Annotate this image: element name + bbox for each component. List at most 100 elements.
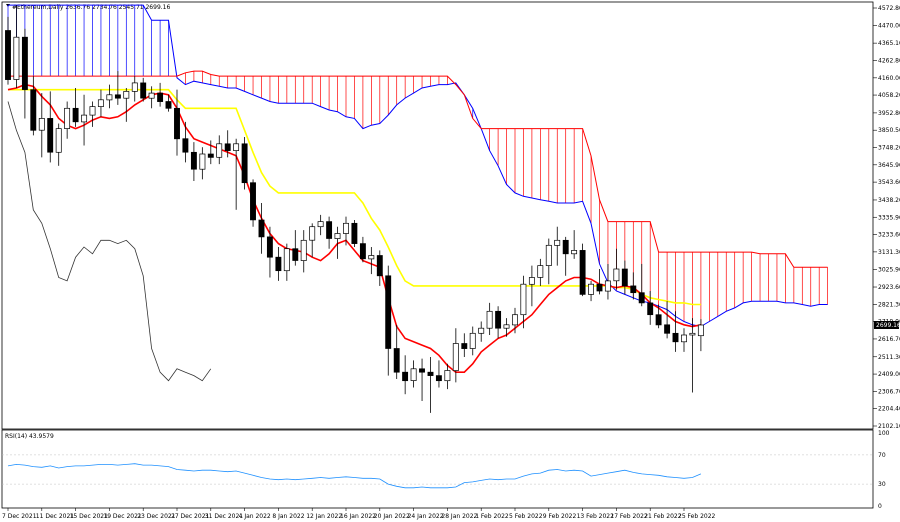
candle-bear	[427, 371, 434, 376]
price-tick-label: 3543.60	[878, 179, 900, 186]
date-tick-label: 15 Dec 2021	[70, 513, 109, 520]
candle-bear	[258, 219, 265, 238]
candle-bear	[647, 302, 654, 316]
rsi-tick-label: 0	[878, 503, 882, 510]
price-tick-label: 2923.60	[878, 284, 900, 291]
price-tick-label: 3952.80	[878, 110, 900, 117]
candle-bear	[672, 332, 679, 343]
price-tick-label: 2102.10	[878, 423, 900, 430]
candle-bear	[157, 92, 164, 102]
candle-bull	[368, 255, 375, 260]
candle-bull	[131, 82, 138, 92]
date-tick-label: 7 Dec 2021	[2, 513, 37, 520]
candle-bull	[554, 239, 561, 246]
candle-bull	[545, 244, 552, 266]
last-price-label: 2699.16	[876, 322, 900, 329]
candle-bear	[435, 375, 442, 382]
price-tick-label: 4470.00	[878, 22, 900, 29]
price-tick-label: 3131.30	[878, 249, 900, 256]
price-tick-label: 3335.90	[878, 214, 900, 221]
price-tick-label: 4160.00	[878, 75, 900, 82]
candle-bear	[275, 256, 282, 272]
price-tick-label: 4058.20	[878, 92, 900, 99]
candle-bear	[241, 143, 248, 184]
rsi-tick-label: 100	[878, 430, 890, 437]
candle-bear	[461, 343, 468, 349]
candle-bear	[596, 283, 603, 292]
date-tick-label: 16 Jan 2022	[340, 513, 376, 520]
price-tick-label: 4365.10	[878, 40, 900, 47]
candle-bull	[64, 107, 71, 129]
candle-bear	[190, 151, 197, 170]
date-tick-label: 4 Jan 2022	[239, 513, 271, 520]
candle-bear	[21, 36, 28, 90]
candle-bull	[38, 118, 45, 131]
candle-bull	[89, 106, 96, 116]
candle-bear	[165, 101, 172, 109]
senkou-span-a-line	[8, 4, 828, 328]
price-tick-label: 3645.90	[878, 162, 900, 169]
candle-bull	[13, 36, 20, 80]
candle-bull	[681, 334, 687, 343]
candle-bear	[359, 243, 366, 260]
candle-bull	[123, 91, 130, 99]
candle-bear	[579, 250, 586, 295]
rsi-line	[7, 463, 702, 489]
date-tick-label: 11 Dec 2021	[36, 513, 75, 520]
candle-bear	[351, 222, 358, 244]
candle-bear	[621, 268, 628, 287]
candle-bull	[216, 143, 223, 158]
price-tick-label: 3025.90	[878, 267, 900, 274]
rsi-tick-label: 70	[878, 452, 886, 459]
candle-bull	[604, 280, 611, 292]
candle-bear	[562, 239, 569, 255]
price-tick-label: 2821.30	[878, 301, 900, 308]
date-tick-label: 17 Feb 2022	[610, 513, 648, 520]
candle-bear	[495, 310, 502, 329]
candle-bear	[207, 153, 214, 158]
date-tick-label: 13 Feb 2022	[577, 513, 615, 520]
candle-bear	[638, 292, 645, 304]
date-tick-label: 21 Feb 2022	[644, 513, 682, 520]
candle-bull	[410, 368, 417, 381]
candle-bull	[503, 324, 510, 329]
candle-bull	[343, 222, 349, 234]
price-tick-label: 2616.70	[878, 336, 900, 343]
candle-bull	[689, 332, 696, 336]
candle-bear	[385, 275, 392, 349]
candle-bear	[630, 285, 637, 294]
candle-bull	[233, 143, 240, 151]
price-tick-label: 3850.50	[878, 127, 900, 134]
candle-bear	[250, 182, 256, 221]
candle-bull	[537, 265, 544, 278]
price-tick-label: 4262.80	[878, 57, 900, 64]
date-tick-label: 28 Jan 2022	[441, 513, 477, 520]
candle-bull	[528, 277, 535, 285]
candle-bull	[81, 114, 88, 123]
chikou-span-line	[7, 101, 212, 382]
chart-title: #Ethereum,Daily 2636.76 2734.76 2545.71 …	[12, 4, 170, 11]
candle-bull	[486, 310, 493, 329]
date-tick-label: 20 Jan 2022	[374, 513, 410, 520]
candle-bull	[571, 250, 578, 255]
date-tick-label: 23 Dec 2021	[137, 513, 176, 520]
candle-bull	[452, 343, 459, 371]
candle-bear	[402, 371, 409, 382]
date-tick-label: 12 Jan 2022	[306, 513, 342, 520]
candle-bear	[47, 118, 54, 153]
candle-bear	[182, 138, 189, 153]
candle-bear	[655, 314, 662, 326]
candle-bull	[148, 92, 155, 99]
date-tick-label: 27 Dec 2021	[171, 513, 210, 520]
candle-bull	[520, 283, 527, 316]
candle-bull	[317, 221, 324, 228]
candle-bear	[326, 221, 333, 239]
candle-bear	[174, 107, 180, 140]
price-tick-label: 3438.20	[878, 197, 900, 204]
candle-bull	[444, 370, 451, 382]
date-tick-label: 25 Feb 2022	[678, 513, 716, 520]
rsi-label: RSI(14) 43.9579	[5, 433, 54, 440]
date-tick-label: 8 Jan 2022	[272, 513, 304, 520]
price-panel	[1, 1, 874, 430]
